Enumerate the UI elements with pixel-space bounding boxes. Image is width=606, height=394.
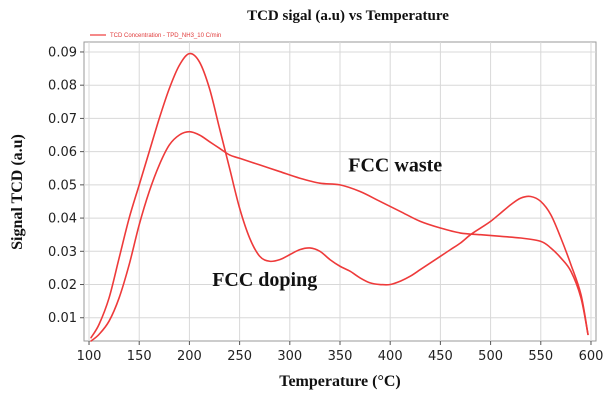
annotation-label: FCC doping [212,269,317,291]
chart-title: TCD sigal (a.u) vs Temperature [247,8,449,24]
series-group [90,52,589,342]
x-axis-ticks: 100 150 200 250 300 350 400 450 500 550 600 [77,341,604,364]
series-line-2 [90,130,589,342]
y-tick-label: 0.01 [48,311,77,326]
y-tick-label: 0.07 [48,112,77,127]
legend: TCD Concentration - TPD_NH3_10 C/min [90,33,221,39]
x-tick-label: 600 [579,349,604,364]
x-axis-label: Temperature (°C) [279,373,400,390]
x-tick-label: 250 [227,349,252,364]
annotations: FCC waste FCC doping [212,155,442,292]
y-tick-label: 0.06 [48,145,77,160]
y-tick-label: 0.03 [48,245,77,260]
annotation-label: FCC waste [348,155,442,177]
x-tick-label: 450 [428,349,453,364]
y-axis-label: Signal TCD (a.u) [9,134,26,250]
y-tick-label: 0.04 [48,212,77,227]
x-tick-label: 350 [328,349,353,364]
x-tick-label: 400 [378,349,403,364]
x-tick-label: 150 [127,349,152,364]
series-line-1 [90,52,589,339]
x-tick-label: 300 [277,349,302,364]
y-tick-label: 0.02 [48,278,77,293]
x-tick-label: 200 [177,349,202,364]
x-tick-label: 100 [77,349,102,364]
y-axis-ticks: 0.01 0.02 0.03 0.04 0.05 0.06 0.07 0.08 0.09 [48,45,84,326]
x-tick-label: 550 [528,349,553,364]
y-tick-label: 0.08 [48,79,77,94]
y-tick-label: 0.05 [48,178,77,193]
x-tick-label: 500 [478,349,503,364]
legend-entry: TCD Concentration - TPD_NH3_10 C/min [110,33,221,39]
y-tick-label: 0.09 [48,45,77,60]
grid-lines [84,42,596,341]
